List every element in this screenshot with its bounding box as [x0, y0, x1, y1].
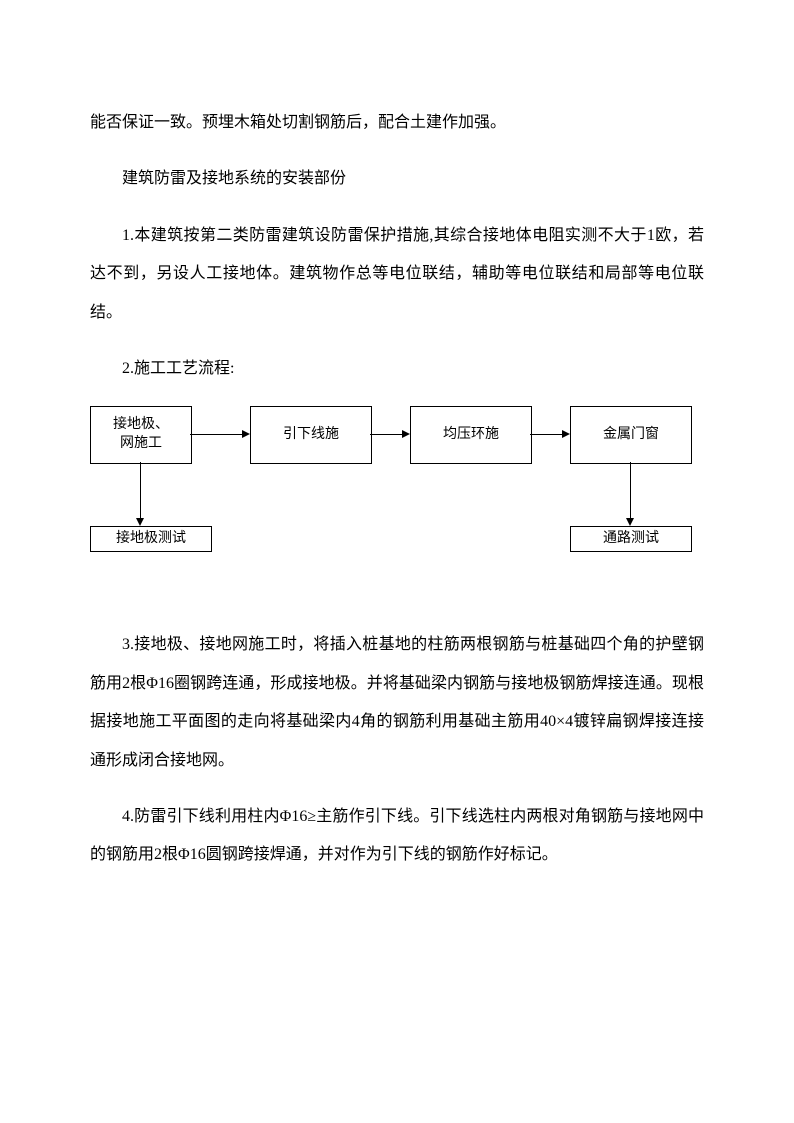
flow-edge	[140, 462, 141, 518]
flow-edge	[190, 434, 242, 435]
flow-node-label: 金属门窗	[601, 424, 661, 447]
flow-node-label: 通路测试	[601, 528, 661, 551]
flow-node-label: 引下线施	[281, 424, 341, 447]
flow-edge	[370, 434, 402, 435]
arrow-right-icon	[242, 430, 250, 438]
paragraph-1: 能否保证一致。预埋木箱处切割钢筋后，配合土建作加强。	[90, 104, 704, 142]
flow-edge	[630, 462, 631, 518]
flow-node-n1: 接地极、网施工	[90, 406, 192, 464]
paragraph-5: 3.接地极、接地网施工时，将插入桩基地的柱筋两根钢筋与桩基础四个角的护壁钢筋用2…	[90, 626, 704, 780]
flow-node-n5: 接地极测试	[90, 526, 212, 552]
flow-node-label: 接地极、网施工	[111, 414, 171, 456]
paragraph-6: 4.防雷引下线利用柱内Φ16≥主筋作引下线。引下线选柱内两根对角钢筋与接地网中的…	[90, 798, 704, 875]
flow-node-n2: 引下线施	[250, 406, 372, 464]
flow-node-n3: 均压环施	[410, 406, 532, 464]
process-flowchart: 接地极、网施工 引下线施 均压环施 金属门窗接地极测试 通路测试	[90, 406, 704, 586]
arrow-right-icon	[562, 430, 570, 438]
arrow-down-icon	[626, 518, 634, 526]
section-heading: 建筑防雷及接地系统的安装部份	[90, 160, 704, 198]
paragraph-3: 1.本建筑按第二类防雷建筑设防雷保护措施,其综合接地体电阻实测不大于1欧，若达不…	[90, 217, 704, 332]
flow-edge	[530, 434, 562, 435]
flow-node-n6: 通路测试	[570, 526, 692, 552]
arrow-down-icon	[136, 518, 144, 526]
flow-node-label: 均压环施	[441, 424, 501, 447]
page-content: 能否保证一致。预埋木箱处切割钢筋后，配合土建作加强。 建筑防雷及接地系统的安装部…	[0, 0, 794, 875]
flow-node-n4: 金属门窗	[570, 406, 692, 464]
paragraph-4: 2.施工工艺流程:	[90, 350, 704, 388]
arrow-right-icon	[402, 430, 410, 438]
flow-node-label: 接地极测试	[114, 528, 188, 551]
